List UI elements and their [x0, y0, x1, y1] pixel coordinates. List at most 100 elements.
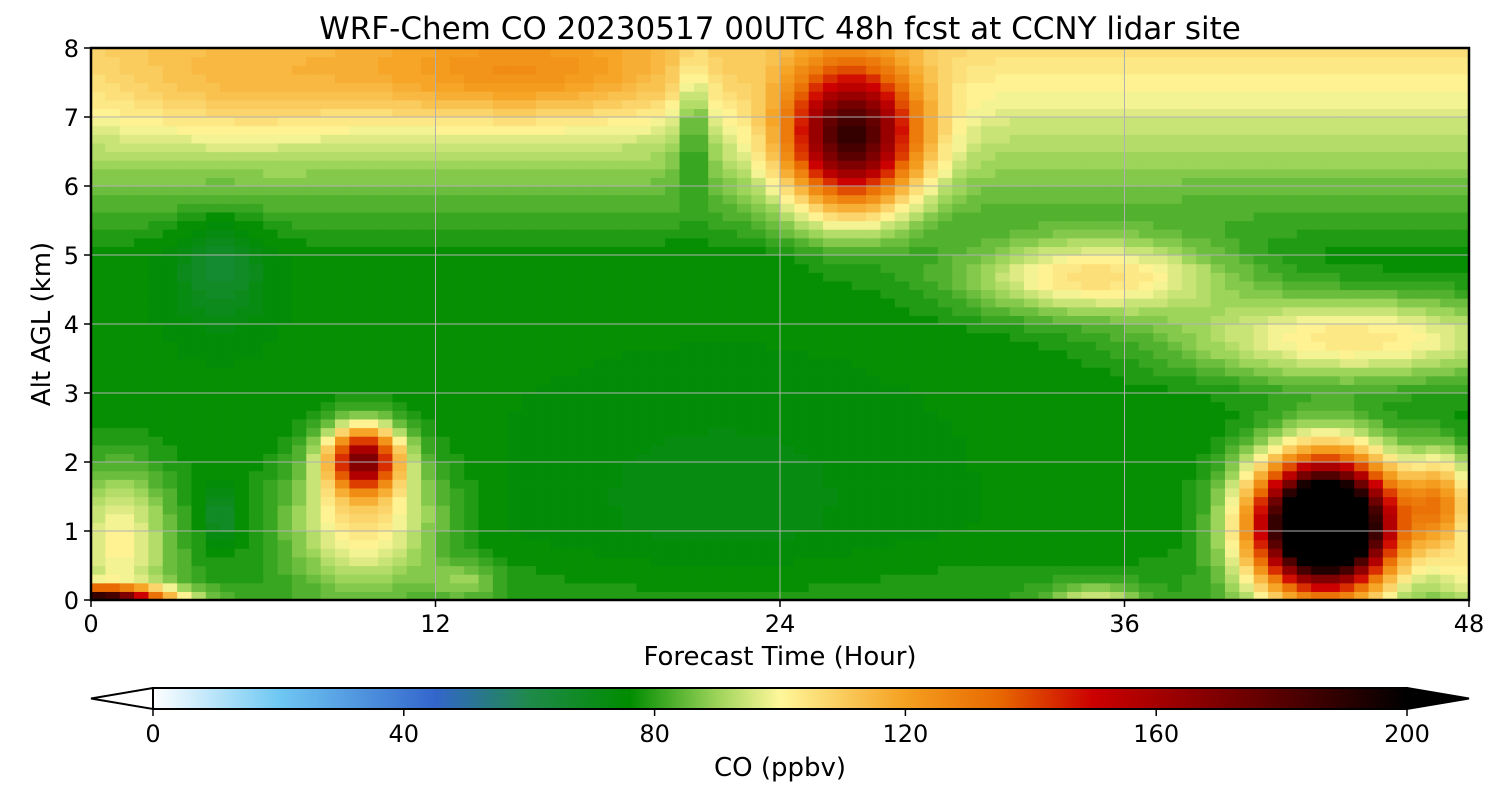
- heatmap-cell: [665, 56, 681, 66]
- heatmap-cell: [148, 427, 164, 437]
- heatmap-cell: [205, 48, 221, 58]
- heatmap-cell: [535, 574, 551, 584]
- heatmap-cell: [880, 582, 896, 592]
- heatmap-cell: [406, 160, 422, 170]
- heatmap-cell: [966, 324, 982, 334]
- heatmap-cell: [306, 48, 322, 58]
- heatmap-cell: [248, 591, 264, 600]
- heatmap-cell: [780, 436, 795, 446]
- heatmap-cell: [91, 444, 106, 454]
- heatmap-cell: [794, 117, 810, 127]
- heatmap-cell: [464, 574, 480, 584]
- heatmap-cell: [808, 487, 824, 498]
- heatmap-cell: [291, 393, 307, 403]
- heatmap-cell: [1081, 289, 1097, 299]
- heatmap-cell: [980, 289, 996, 299]
- heatmap-cell: [780, 462, 795, 472]
- heatmap-cell: [335, 151, 350, 161]
- heatmap-cell: [679, 358, 695, 368]
- heatmap-cell: [794, 306, 810, 316]
- heatmap-cell: [1181, 349, 1197, 360]
- heatmap-cell: [1196, 496, 1212, 506]
- heatmap-cell: [220, 418, 236, 429]
- heatmap-cell: [937, 91, 953, 101]
- heatmap-cell: [392, 91, 408, 101]
- heatmap-cell: [851, 134, 867, 144]
- heatmap-cell: [679, 108, 695, 118]
- heatmap-cell: [1196, 48, 1212, 58]
- heatmap-cell: [937, 401, 953, 411]
- heatmap-cell: [837, 393, 853, 403]
- heatmap-cell: [880, 539, 896, 549]
- heatmap-cell: [665, 298, 681, 308]
- heatmap-cell: [550, 522, 566, 532]
- heatmap-cell: [535, 393, 551, 403]
- heatmap-cell: [535, 582, 551, 592]
- heatmap-cell: [679, 65, 695, 75]
- heatmap-cell: [593, 168, 609, 178]
- heatmap-cell: [995, 125, 1011, 135]
- heatmap-cell: [966, 393, 982, 403]
- heatmap-cell: [837, 418, 853, 429]
- heatmap-cell: [535, 82, 551, 92]
- heatmap-cell: [909, 565, 925, 575]
- heatmap-cell: [837, 306, 853, 316]
- heatmap-cell: [808, 574, 824, 584]
- heatmap-cell: [492, 531, 508, 541]
- heatmap-cell: [177, 496, 193, 506]
- heatmap-cell: [134, 487, 150, 498]
- heatmap-cell: [335, 505, 350, 515]
- heatmap-cell: [535, 229, 551, 239]
- heatmap-cell: [722, 289, 738, 299]
- heatmap-cell: [909, 177, 925, 187]
- heatmap-cell: [980, 418, 996, 429]
- heatmap-cell: [392, 531, 408, 541]
- heatmap-cell: [492, 384, 508, 394]
- heatmap-cell: [952, 384, 968, 394]
- heatmap-cell: [765, 177, 781, 187]
- heatmap-cell: [607, 470, 623, 480]
- heatmap-cell: [435, 531, 451, 541]
- heatmap-cell: [708, 82, 724, 92]
- heatmap-cell: [722, 582, 738, 592]
- heatmap-cell: [952, 436, 968, 446]
- heatmap-cell: [220, 177, 236, 187]
- heatmap-cell: [363, 99, 379, 109]
- heatmap-cell: [421, 332, 437, 342]
- heatmap-cell: [148, 367, 164, 377]
- heatmap-cell: [665, 548, 681, 558]
- heatmap-cell: [1167, 591, 1183, 600]
- heatmap-cell: [665, 418, 681, 429]
- heatmap-cell: [421, 73, 437, 84]
- heatmap-cell: [91, 280, 106, 291]
- heatmap-cell: [751, 56, 767, 66]
- heatmap-cell: [550, 289, 566, 299]
- heatmap-cell: [392, 142, 408, 153]
- heatmap-cell: [995, 496, 1011, 506]
- heatmap-cell: [837, 65, 853, 75]
- heatmap-cell: [550, 315, 566, 325]
- heatmap-cell: [335, 531, 350, 541]
- heatmap-cell: [708, 565, 724, 575]
- heatmap-cell: [780, 315, 795, 325]
- heatmap-cell: [708, 125, 724, 135]
- heatmap-cell: [851, 306, 867, 316]
- heatmap-cell: [421, 220, 437, 230]
- heatmap-cell: [550, 237, 566, 247]
- heatmap-cell: [349, 125, 365, 135]
- heatmap-cell: [478, 531, 494, 541]
- heatmap-cell: [808, 48, 824, 58]
- heatmap-cell: [421, 117, 437, 127]
- heatmap-cell: [105, 246, 121, 256]
- heatmap-cell: [392, 470, 408, 480]
- heatmap-cell: [923, 591, 939, 600]
- heatmap-cell: [1110, 117, 1126, 127]
- heatmap-cell: [980, 582, 996, 592]
- heatmap-cell: [320, 462, 336, 472]
- heatmap-cell: [909, 410, 925, 420]
- heatmap-cell: [464, 211, 480, 222]
- heatmap-cell: [1009, 315, 1025, 325]
- heatmap-cell: [119, 134, 135, 144]
- heatmap-cell: [1196, 117, 1212, 127]
- heatmap-cell: [464, 582, 480, 592]
